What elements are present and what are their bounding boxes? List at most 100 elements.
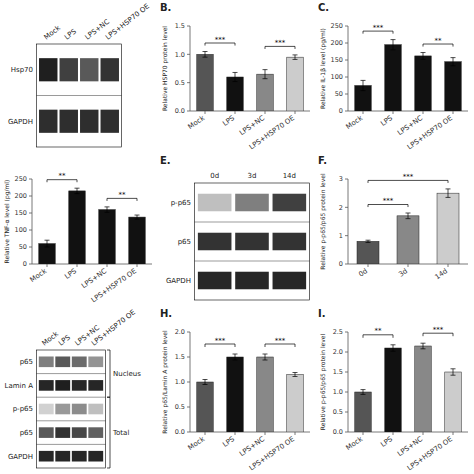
bar: [415, 56, 432, 111]
lane-label: 0d: [210, 172, 219, 180]
y-tick: [345, 179, 348, 180]
blot-panel: E.0d3d14dp-p65p65GAPDH: [160, 155, 310, 300]
blot-band: [72, 427, 87, 438]
x-tick-label: 14d: [434, 267, 450, 281]
y-tick: [29, 179, 32, 180]
y-tick-label: 0.0: [333, 428, 343, 436]
bar: [227, 357, 244, 432]
panel-title: C.: [318, 2, 329, 13]
y-axis: [32, 179, 33, 264]
y-tick-label: 2.5: [333, 328, 343, 336]
sig-label: ***: [433, 326, 444, 334]
blot-band: [273, 194, 307, 212]
blot-band: [39, 427, 54, 438]
y-tick-label: 150: [15, 209, 27, 217]
marks: [39, 188, 146, 264]
lane-label: LPS+HSP70 OE: [104, 2, 151, 41]
blot-band: [55, 404, 70, 415]
y-tick-label: 0: [23, 260, 27, 268]
y-label: Relative p-p65/p65 protein level: [319, 173, 327, 270]
sig-label: **: [119, 191, 127, 199]
x-tick-label: Mock: [345, 114, 365, 132]
x-tick: [205, 432, 206, 435]
bar: [129, 217, 146, 264]
panel-title: B.: [160, 2, 171, 13]
x-tick: [423, 432, 424, 435]
blot-band: [88, 404, 103, 415]
row-label: p65: [20, 429, 33, 437]
y-tick-label: 2.0: [175, 328, 185, 336]
row-separator: [195, 261, 310, 262]
y-tick: [187, 26, 190, 27]
y-tick: [345, 77, 348, 78]
blot-band: [235, 194, 269, 212]
y-tick: [345, 332, 348, 333]
error-bar: [451, 58, 456, 66]
bar: [385, 45, 402, 111]
y-label: Relative p-p65/p65 protein level: [319, 333, 327, 430]
y-tick: [29, 213, 32, 214]
row-label: GAPDH: [8, 453, 33, 461]
blot-band: [39, 58, 57, 81]
x-tick-label: Mock: [187, 435, 207, 453]
y-tick: [345, 60, 348, 61]
row-separator: [37, 420, 106, 421]
x-tick: [235, 432, 236, 435]
bar: [287, 375, 304, 433]
y-tick-label: 1.5: [175, 22, 185, 30]
lane-label: LPS+HSP70 OE: [90, 308, 137, 347]
error-bar: [203, 52, 208, 58]
x-tick-label: LPS+HSP70 OE: [248, 435, 296, 472]
x-tick: [448, 264, 449, 267]
y-tick: [29, 230, 32, 231]
bar: [385, 348, 402, 432]
blot-band: [88, 451, 103, 462]
y-tick: [345, 372, 348, 373]
y-tick: [345, 207, 348, 208]
blot-band: [273, 272, 307, 290]
bar: [445, 62, 462, 111]
marks: [197, 354, 304, 432]
row-label: GAPDH: [8, 118, 33, 126]
y-tick: [345, 392, 348, 393]
y-axis: [190, 332, 191, 432]
y-tick: [345, 94, 348, 95]
lane-label: Mock: [41, 329, 61, 347]
y-tick-label: 250: [331, 22, 343, 30]
blot-band: [80, 58, 98, 81]
x-tick: [205, 111, 206, 114]
y-tick-label: 1.0: [175, 51, 185, 59]
y-tick-label: 0.5: [175, 403, 185, 411]
y-tick-label: 250: [15, 175, 27, 183]
y-label: Relative IL-1β level (pg/ml): [319, 28, 327, 109]
blot-band: [88, 427, 103, 438]
blot-frame: [195, 183, 310, 300]
bar: [257, 357, 274, 432]
y-tick-label: 1.0: [333, 388, 343, 396]
figure: MockLPSLPS+NCLPS+HSP70 OEHsp70GAPDHB.0.0…: [0, 0, 474, 474]
bar: [355, 392, 372, 432]
blot-band: [39, 451, 54, 462]
y-tick: [345, 432, 348, 433]
blot-frame: [37, 44, 122, 147]
x-tick-label: LPS: [221, 435, 236, 449]
marks: [355, 343, 462, 432]
blot-band: [198, 272, 232, 290]
marks: [357, 189, 459, 264]
x-tick: [408, 264, 409, 267]
y-tick: [29, 196, 32, 197]
y-tick-label: 3: [339, 175, 343, 183]
error-bar: [203, 380, 208, 385]
x-tick-label: LPS: [379, 435, 394, 449]
sig-label: **: [435, 37, 443, 45]
row-separator: [37, 444, 106, 445]
sig-label: ***: [215, 36, 226, 44]
x-tick-label: LPS+HSP70 OE: [90, 267, 138, 304]
error-bar: [421, 53, 426, 60]
bar-panel: I.0.00.51.01.52.02.5Relative p-p65/p65 p…: [318, 308, 468, 472]
bar-panel: C.050100150200250Relative IL-1β level (p…: [318, 2, 468, 151]
blot-band: [235, 272, 269, 290]
blot-band: [55, 451, 70, 462]
error-bar: [233, 354, 238, 360]
y-tick-label: 2.0: [333, 348, 343, 356]
